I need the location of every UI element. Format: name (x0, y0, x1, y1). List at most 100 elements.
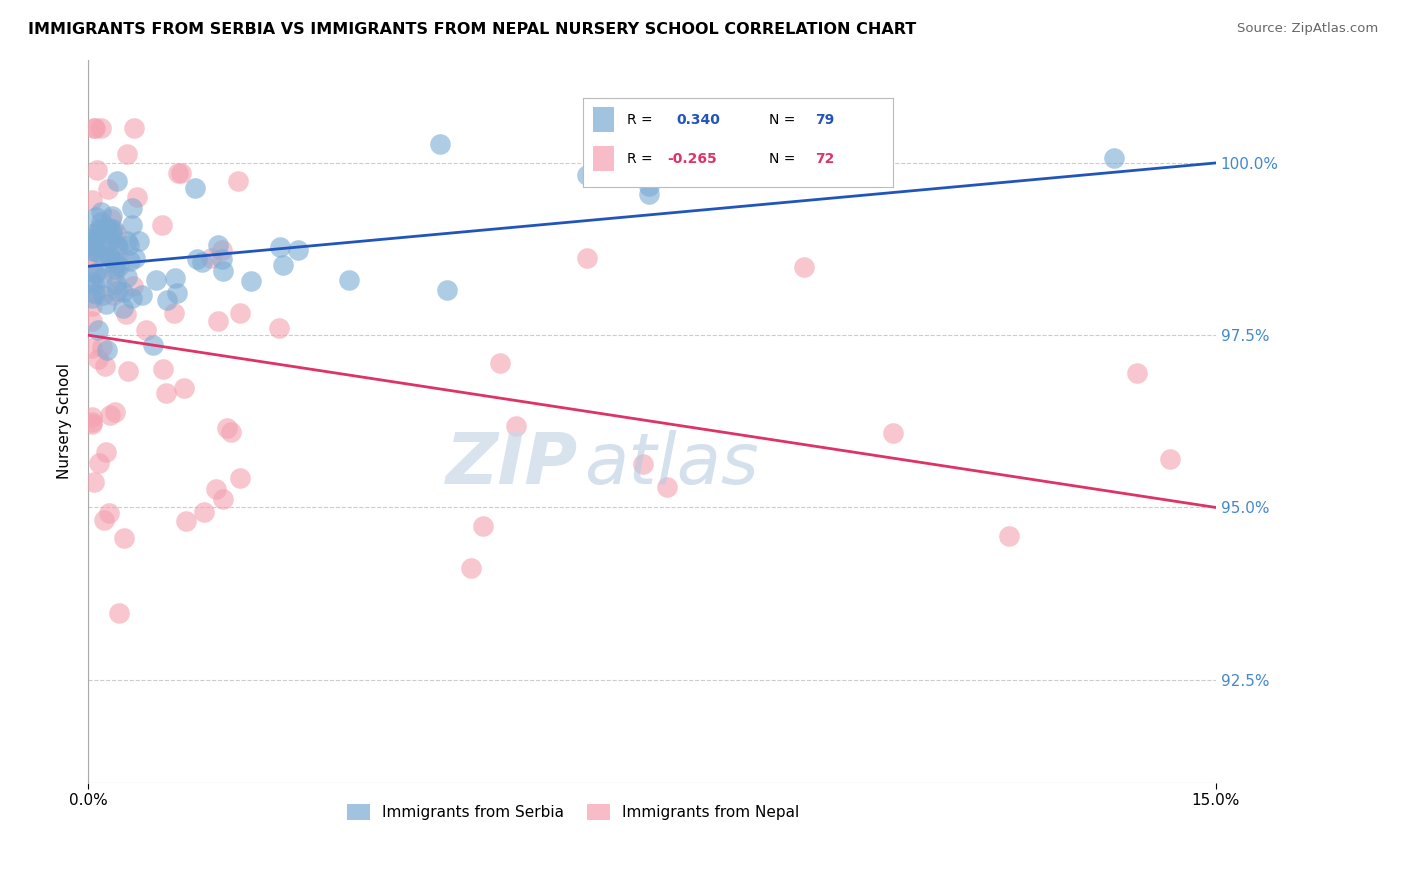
Immigrants from Nepal (150, 218, 173, 232)
Immigrants from Nepal (204, 482, 226, 496)
Immigrants from Serbia (90, 205, 112, 219)
Immigrants from Nepal (122, 121, 145, 136)
Immigrants from Serbia (80, 275, 103, 289)
Immigrants from Serbia (121, 201, 143, 215)
Immigrants from Serbia (108, 259, 131, 273)
Immigrants from Serbia (156, 293, 179, 308)
Immigrants from Serbia (271, 258, 294, 272)
Text: -0.265: -0.265 (666, 152, 717, 166)
Immigrants from Nepal (489, 356, 512, 370)
Immigrants from Nepal (80, 263, 103, 277)
Immigrants from Nepal (882, 425, 904, 440)
Immigrants from Serbia (207, 238, 229, 252)
Immigrants from Nepal (1126, 367, 1149, 381)
Immigrants from Nepal (90, 121, 112, 136)
Immigrants from Serbia (87, 222, 110, 236)
Immigrants from Serbia (163, 271, 186, 285)
Immigrants from Serbia (115, 269, 138, 284)
Y-axis label: Nursery School: Nursery School (58, 363, 72, 479)
Immigrants from Serbia (111, 301, 134, 315)
Immigrants from Nepal (155, 385, 177, 400)
Immigrants from Nepal (86, 162, 108, 177)
Immigrants from Serbia (96, 343, 118, 358)
Immigrants from Serbia (83, 267, 105, 281)
Immigrants from Serbia (184, 180, 207, 194)
Immigrants from Nepal (115, 307, 138, 321)
Immigrants from Nepal (80, 299, 103, 313)
Immigrants from Nepal (193, 506, 215, 520)
Immigrants from Nepal (200, 251, 222, 265)
Immigrants from Serbia (142, 338, 165, 352)
Immigrants from Nepal (174, 514, 197, 528)
Immigrants from Serbia (104, 277, 127, 292)
Immigrants from Nepal (80, 409, 103, 424)
Text: 79: 79 (815, 112, 835, 127)
Immigrants from Nepal (80, 342, 103, 356)
Immigrants from Serbia (115, 234, 138, 248)
Immigrants from Serbia (337, 273, 360, 287)
Immigrants from Serbia (269, 240, 291, 254)
Immigrants from Serbia (82, 244, 104, 259)
Immigrants from Nepal (576, 251, 599, 265)
Text: ZIP: ZIP (446, 430, 579, 500)
Immigrants from Nepal (793, 260, 815, 274)
Immigrants from Serbia (101, 209, 124, 223)
Immigrants from Serbia (105, 285, 128, 299)
Immigrants from Nepal (84, 286, 107, 301)
Immigrants from Serbia (124, 252, 146, 266)
Immigrants from Serbia (83, 285, 105, 300)
Text: atlas: atlas (585, 430, 759, 500)
Immigrants from Nepal (655, 480, 678, 494)
Immigrants from Nepal (100, 212, 122, 227)
Immigrants from Serbia (98, 252, 121, 266)
Immigrants from Serbia (1102, 151, 1125, 165)
Immigrants from Serbia (118, 238, 141, 252)
Immigrants from Serbia (429, 136, 451, 151)
Immigrants from Serbia (166, 285, 188, 300)
Immigrants from Nepal (83, 121, 105, 136)
Immigrants from Serbia (84, 210, 107, 224)
Immigrants from Nepal (101, 288, 124, 302)
Text: Source: ZipAtlas.com: Source: ZipAtlas.com (1237, 22, 1378, 36)
Immigrants from Serbia (83, 235, 105, 250)
Immigrants from Nepal (80, 193, 103, 207)
Immigrants from Serbia (98, 233, 121, 247)
Immigrants from Nepal (173, 381, 195, 395)
Immigrants from Nepal (86, 249, 108, 263)
Immigrants from Serbia (436, 283, 458, 297)
Immigrants from Serbia (104, 262, 127, 277)
Immigrants from Serbia (637, 186, 659, 201)
Immigrants from Nepal (103, 268, 125, 283)
Immigrants from Nepal (83, 475, 105, 489)
Immigrants from Serbia (91, 248, 114, 262)
Text: N =: N = (769, 112, 796, 127)
Immigrants from Nepal (98, 506, 121, 520)
Immigrants from Nepal (98, 408, 121, 422)
Immigrants from Serbia (80, 230, 103, 244)
Immigrants from Serbia (145, 273, 167, 287)
Immigrants from Serbia (131, 288, 153, 302)
Bar (593, 146, 614, 171)
Immigrants from Serbia (121, 219, 143, 233)
Immigrants from Nepal (207, 314, 229, 328)
Immigrants from Serbia (87, 223, 110, 237)
Immigrants from Serbia (80, 227, 103, 241)
Immigrants from Serbia (191, 255, 214, 269)
Immigrants from Serbia (80, 244, 103, 258)
Immigrants from Nepal (80, 415, 103, 429)
Immigrants from Nepal (80, 314, 103, 328)
Immigrants from Serbia (96, 220, 118, 235)
Immigrants from Serbia (575, 169, 598, 183)
Immigrants from Serbia (86, 323, 108, 337)
Immigrants from Serbia (186, 252, 208, 266)
Immigrants from Serbia (121, 291, 143, 305)
Immigrants from Serbia (120, 253, 142, 268)
Immigrants from Serbia (834, 169, 856, 183)
Immigrants from Nepal (135, 322, 157, 336)
Immigrants from Serbia (128, 235, 150, 249)
Immigrants from Nepal (125, 190, 148, 204)
Immigrants from Nepal (80, 417, 103, 431)
Immigrants from Nepal (84, 121, 107, 136)
Immigrants from Serbia (107, 173, 129, 187)
Immigrants from Nepal (112, 531, 135, 545)
